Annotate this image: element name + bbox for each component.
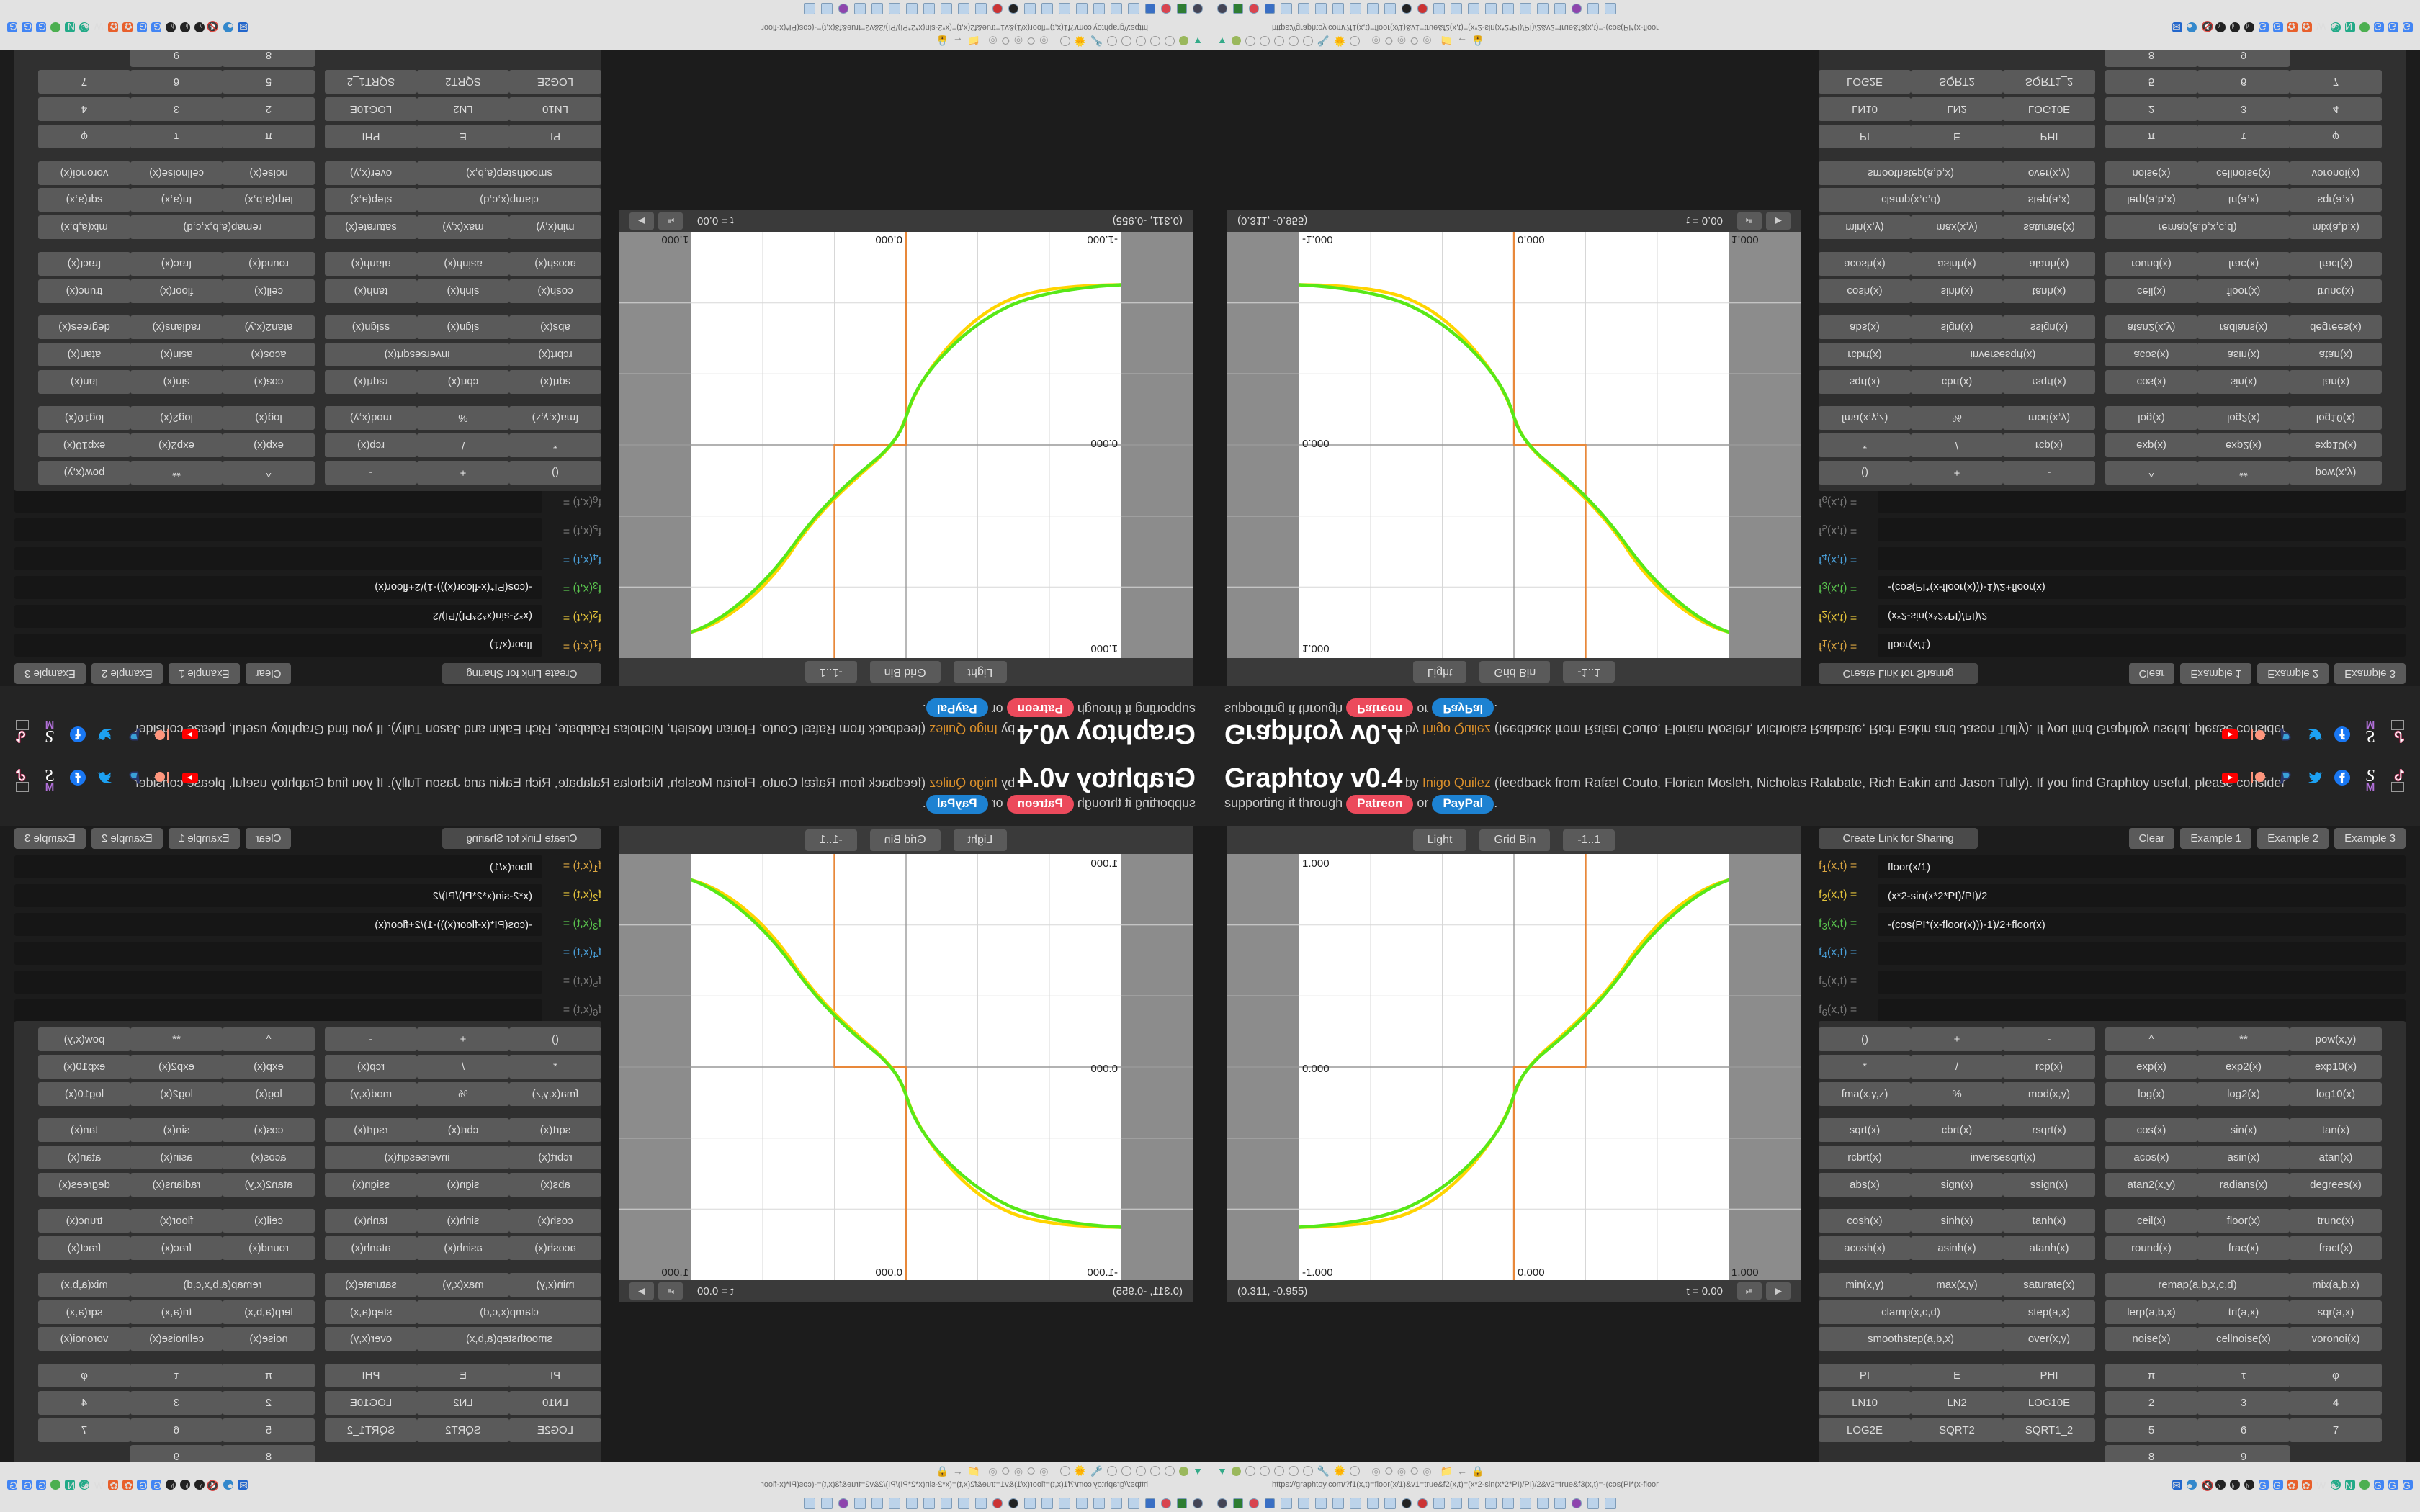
svg-text:-1.000: -1.000 <box>1087 1266 1118 1279</box>
svg-text:0.000: 0.000 <box>1090 437 1118 449</box>
svg-text:1.000: 1.000 <box>1731 1266 1759 1279</box>
svg-text:1.000: 1.000 <box>1302 642 1330 654</box>
svg-text:-1.000: -1.000 <box>1087 233 1118 246</box>
svg-text:1.000: 1.000 <box>1090 642 1118 654</box>
svg-text:0.000: 0.000 <box>1302 1063 1330 1075</box>
svg-text:1.000: 1.000 <box>1090 858 1118 870</box>
svg-text:1.000: 1.000 <box>661 1266 689 1279</box>
svg-text:1.000: 1.000 <box>1302 858 1330 870</box>
svg-text:0.000: 0.000 <box>875 233 902 246</box>
svg-text:0.000: 0.000 <box>1090 1063 1118 1075</box>
svg-text:-1.000: -1.000 <box>1302 1266 1333 1279</box>
svg-text:-1.000: -1.000 <box>1302 233 1333 246</box>
svg-text:0.000: 0.000 <box>875 1266 902 1279</box>
svg-text:0.000: 0.000 <box>1518 233 1545 246</box>
svg-text:0.000: 0.000 <box>1518 1266 1545 1279</box>
svg-text:1.000: 1.000 <box>1731 233 1759 246</box>
svg-text:0.000: 0.000 <box>1302 437 1330 449</box>
svg-text:1.000: 1.000 <box>661 233 689 246</box>
